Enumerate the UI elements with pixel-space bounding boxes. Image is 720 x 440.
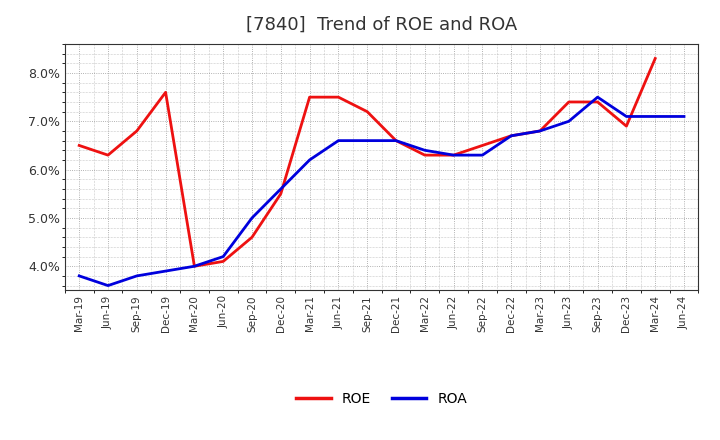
Legend: ROE, ROA: ROE, ROA bbox=[290, 386, 473, 411]
Title: [7840]  Trend of ROE and ROA: [7840] Trend of ROE and ROA bbox=[246, 16, 517, 34]
